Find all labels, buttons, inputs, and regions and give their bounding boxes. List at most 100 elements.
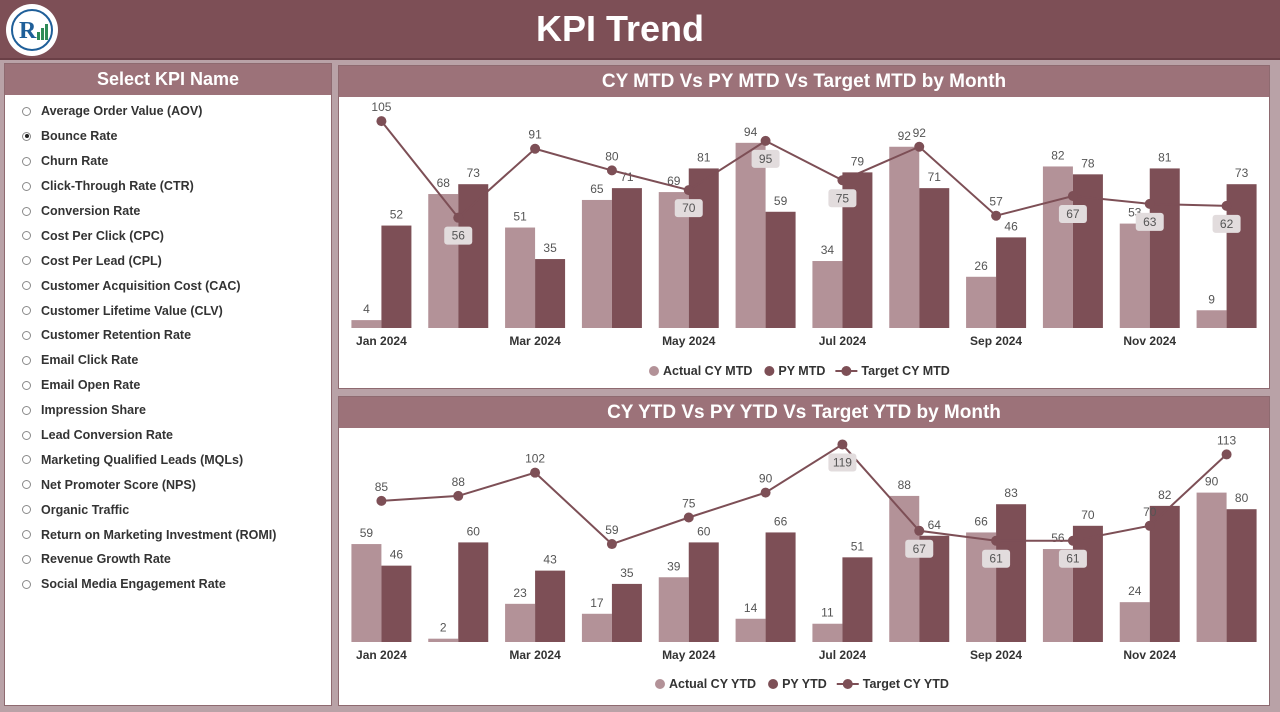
target-point[interactable]: [760, 487, 771, 498]
radio-button-icon[interactable]: [22, 579, 31, 589]
target-point[interactable]: [606, 539, 617, 550]
kpi-option[interactable]: Customer Acquisition Cost (CAC): [5, 273, 331, 298]
bar-py[interactable]: [611, 583, 642, 642]
radio-button-icon[interactable]: [22, 306, 31, 316]
bar-py[interactable]: [381, 565, 412, 642]
target-point[interactable]: [530, 467, 541, 478]
target-point[interactable]: [914, 141, 925, 152]
kpi-option[interactable]: Lead Conversion Rate: [5, 423, 331, 448]
bar-py[interactable]: [842, 557, 873, 642]
kpi-option[interactable]: Marketing Qualified Leads (MQLs): [5, 447, 331, 472]
bar-actual[interactable]: [658, 577, 689, 642]
target-point[interactable]: [914, 525, 925, 536]
target-point[interactable]: [683, 185, 694, 196]
legend-item[interactable]: Target CY YTD: [836, 677, 949, 691]
radio-button-icon[interactable]: [22, 554, 31, 564]
radio-button-icon[interactable]: [22, 430, 31, 440]
radio-button-icon[interactable]: [22, 455, 31, 465]
kpi-option[interactable]: Average Order Value (AOV): [5, 99, 331, 124]
kpi-option[interactable]: Impression Share: [5, 398, 331, 423]
bar-py[interactable]: [765, 211, 796, 328]
radio-button-icon[interactable]: [22, 281, 31, 291]
kpi-option[interactable]: Social Media Engagement Rate: [5, 572, 331, 597]
bar-py[interactable]: [1072, 174, 1103, 328]
bar-actual[interactable]: [966, 276, 997, 328]
kpi-option[interactable]: Bounce Rate: [5, 124, 331, 149]
target-point[interactable]: [453, 212, 464, 223]
kpi-option[interactable]: Net Promoter Score (NPS): [5, 472, 331, 497]
bar-py[interactable]: [1226, 509, 1257, 642]
bar-actual[interactable]: [1196, 310, 1227, 328]
bar-py[interactable]: [535, 570, 566, 642]
legend-item[interactable]: Target CY MTD: [835, 364, 950, 378]
bar-py[interactable]: [919, 188, 950, 328]
radio-button-icon[interactable]: [22, 480, 31, 490]
radio-button-icon[interactable]: [22, 256, 31, 266]
bar-actual[interactable]: [889, 146, 920, 328]
bar-py[interactable]: [996, 237, 1027, 328]
bar-actual[interactable]: [1042, 166, 1073, 328]
target-point[interactable]: [1221, 200, 1232, 211]
radio-button-icon[interactable]: [22, 405, 31, 415]
target-point[interactable]: [837, 439, 848, 450]
bar-actual[interactable]: [581, 613, 612, 642]
bar-py[interactable]: [765, 532, 796, 642]
bar-py[interactable]: [1149, 168, 1180, 328]
bar-actual[interactable]: [735, 618, 766, 642]
radio-button-icon[interactable]: [22, 231, 31, 241]
radio-button-icon[interactable]: [22, 530, 31, 540]
bar-actual[interactable]: [1119, 602, 1150, 642]
target-point[interactable]: [760, 135, 771, 146]
target-point[interactable]: [376, 495, 387, 506]
bar-py[interactable]: [688, 542, 719, 642]
kpi-option[interactable]: Click-Through Rate (CTR): [5, 174, 331, 199]
target-point[interactable]: [837, 175, 848, 186]
target-point[interactable]: [453, 490, 464, 501]
bar-actual[interactable]: [812, 261, 843, 328]
kpi-option[interactable]: Conversion Rate: [5, 199, 331, 224]
kpi-option[interactable]: Cost Per Lead (CPL): [5, 248, 331, 273]
radio-button-icon[interactable]: [22, 131, 31, 141]
bar-actual[interactable]: [581, 199, 612, 328]
kpi-option[interactable]: Email Open Rate: [5, 373, 331, 398]
radio-button-icon[interactable]: [22, 181, 31, 191]
target-point[interactable]: [376, 116, 387, 127]
radio-button-icon[interactable]: [22, 206, 31, 216]
bar-py[interactable]: [535, 259, 566, 328]
target-point[interactable]: [991, 535, 1002, 546]
bar-py[interactable]: [381, 225, 412, 328]
radio-button-icon[interactable]: [22, 106, 31, 116]
kpi-option[interactable]: Churn Rate: [5, 149, 331, 174]
target-point[interactable]: [991, 210, 1002, 221]
target-point[interactable]: [1144, 520, 1155, 531]
kpi-option[interactable]: Cost Per Click (CPC): [5, 223, 331, 248]
bar-actual[interactable]: [505, 603, 536, 642]
target-point[interactable]: [606, 165, 617, 176]
bar-actual[interactable]: [889, 495, 920, 642]
bar-py[interactable]: [688, 168, 719, 328]
radio-button-icon[interactable]: [22, 330, 31, 340]
bar-actual[interactable]: [1196, 492, 1227, 642]
target-point[interactable]: [1067, 535, 1078, 546]
bar-py[interactable]: [458, 184, 489, 328]
bar-actual[interactable]: [1119, 223, 1150, 328]
legend-item[interactable]: PY YTD: [768, 677, 827, 691]
bar-actual[interactable]: [351, 544, 382, 642]
bar-py[interactable]: [996, 504, 1027, 642]
kpi-option[interactable]: Customer Lifetime Value (CLV): [5, 298, 331, 323]
bar-actual[interactable]: [428, 638, 459, 642]
bar-actual[interactable]: [812, 623, 843, 642]
kpi-option[interactable]: Organic Traffic: [5, 497, 331, 522]
target-point[interactable]: [530, 143, 541, 154]
radio-button-icon[interactable]: [22, 355, 31, 365]
bar-py[interactable]: [1226, 184, 1257, 328]
target-point[interactable]: [1067, 191, 1078, 202]
bar-actual[interactable]: [966, 532, 997, 642]
radio-button-icon[interactable]: [22, 156, 31, 166]
bar-py[interactable]: [458, 542, 489, 642]
bar-py[interactable]: [611, 188, 642, 328]
kpi-option[interactable]: Customer Retention Rate: [5, 323, 331, 348]
legend-item[interactable]: Actual CY MTD: [649, 364, 752, 378]
target-point[interactable]: [683, 512, 694, 523]
bar-actual[interactable]: [428, 194, 459, 328]
